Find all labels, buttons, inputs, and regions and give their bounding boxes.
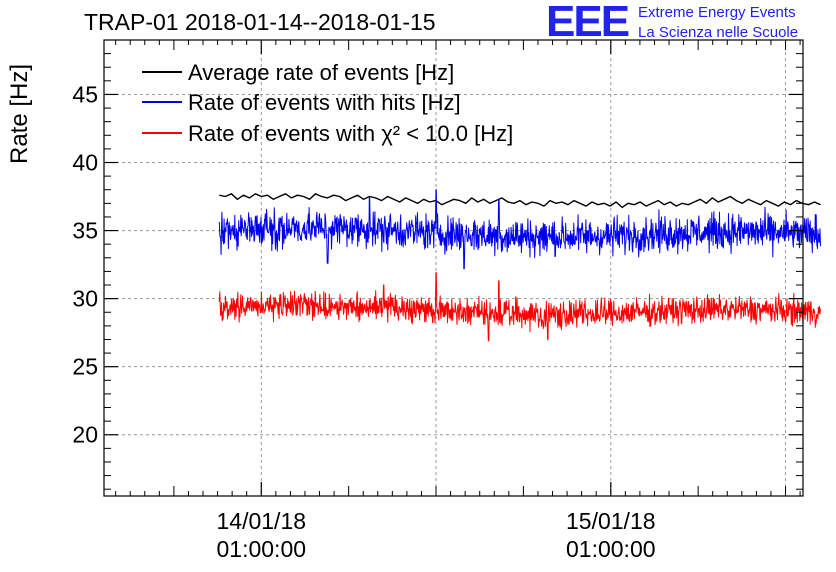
eee-logo: EEE [546, 0, 630, 46]
chart-title: TRAP-01 2018-01-14--2018-01-15 [84, 9, 436, 35]
legend: Average rate of events [Hz] Rate of event… [142, 60, 513, 146]
y-tick-label: 25 [72, 354, 98, 380]
series-line-2 [218, 272, 821, 342]
x-tick-label-time: 01:00:00 [566, 536, 656, 562]
series-line-1 [218, 189, 821, 270]
logo-line-2: La Scienza nelle Scuole [638, 24, 799, 41]
legend-label-0: Average rate of events [Hz] [188, 60, 454, 85]
x-tick-label-time: 01:00:00 [217, 536, 307, 562]
y-tick-label: 45 [72, 81, 98, 107]
y-axis-label: Rate [Hz] [6, 64, 33, 164]
x-tick-label-date: 15/01/18 [566, 508, 656, 534]
legend-label-2: Rate of events with χ² < 10.0 [Hz] [188, 121, 513, 146]
axis-ticks: 20253035404514/01/1801:00:0015/01/1801:0… [72, 39, 803, 562]
x-tick-label-date: 14/01/18 [217, 508, 307, 534]
y-tick-label: 35 [72, 218, 98, 244]
y-tick-label: 40 [72, 150, 98, 176]
logo-line-1: Extreme Energy Events [638, 4, 796, 21]
legend-label-1: Rate of events with hits [Hz] [188, 90, 461, 115]
y-tick-label: 30 [72, 286, 98, 312]
series-lines [218, 189, 821, 342]
series-line-0 [219, 193, 821, 209]
y-tick-label: 20 [72, 422, 98, 448]
plot-frame [103, 39, 804, 497]
